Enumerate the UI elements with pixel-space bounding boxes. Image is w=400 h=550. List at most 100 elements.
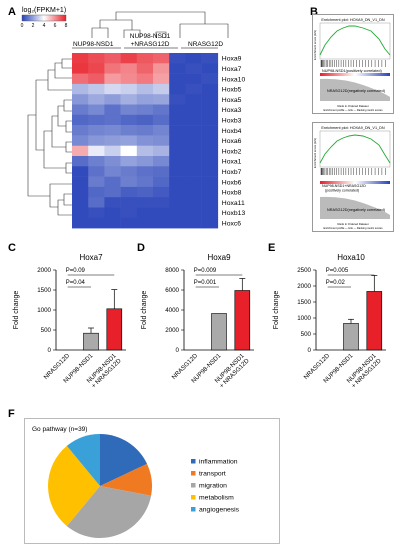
legend-swatch	[191, 507, 196, 512]
heatmap-cell	[201, 53, 219, 64]
heatmap-cell	[185, 53, 202, 64]
heatmap-cell	[136, 114, 154, 126]
heatmap-cell	[88, 207, 105, 219]
heatmap-cell	[153, 145, 170, 157]
heatmap-cell	[72, 156, 89, 167]
y-tick-label: 8000	[165, 267, 179, 274]
heatmap-cell	[136, 197, 154, 208]
bar-chart-title: Hoxa10	[337, 253, 365, 262]
heatmap-cell	[169, 176, 186, 188]
gene-label: Hoxa11	[222, 200, 245, 207]
heatmap-cell	[153, 125, 170, 136]
heatmap-cell	[72, 63, 89, 74]
heatmap-cell	[120, 207, 138, 219]
legend-label: angiogenesis	[199, 507, 240, 514]
heatmap-cell	[169, 53, 186, 64]
heatmap-cell	[72, 73, 89, 85]
bar	[343, 323, 359, 351]
go-pathway-box: Go pathway (n=39) inflammation transport mi…	[24, 418, 280, 544]
heatmap-cell	[88, 63, 105, 74]
gsea-xlabel-2: Rank in Ordered Dataset	[338, 222, 369, 226]
panel-e-label: E	[268, 242, 276, 254]
heatmap-cell	[185, 125, 202, 136]
scale-tick-label: 2	[32, 23, 35, 29]
heatmap-cell	[104, 145, 121, 157]
heatmap-cell	[185, 104, 202, 116]
heatmap-cell	[185, 114, 202, 126]
heatmap-cell	[88, 94, 105, 105]
heatmap-cell	[169, 186, 186, 198]
heatmap-cell	[120, 217, 138, 229]
heatmap-cell	[185, 207, 202, 219]
pie-slice-angiogenesis	[66, 434, 100, 486]
heatmap-cell	[185, 197, 202, 208]
scale-tick-label: 6	[54, 23, 57, 29]
legend-swatch	[191, 483, 196, 488]
heatmap-cell	[120, 125, 138, 136]
heatmap-cell	[201, 114, 219, 126]
gene-label: Hoxb2	[222, 148, 242, 155]
heatmap-cell	[201, 73, 219, 85]
bar	[234, 290, 251, 351]
heatmap-cell	[104, 186, 121, 198]
heatmap-cell	[136, 73, 154, 85]
panel-d-label: D	[137, 242, 145, 254]
heatmap-cell	[104, 104, 121, 116]
gene-label: Hoxb6	[222, 179, 242, 186]
p-value-annotation: P=0.04	[66, 280, 86, 286]
heatmap-cell	[136, 94, 154, 105]
heatmap-cell	[136, 176, 154, 188]
gene-label: Hoxb5	[222, 87, 242, 94]
heatmap-cell	[201, 166, 219, 177]
y-tick-label: 1000	[37, 307, 51, 314]
heatmap-cell	[104, 125, 121, 136]
heatmap-cell	[104, 197, 121, 208]
heatmap-cell	[72, 94, 89, 105]
heatmap-cell	[153, 73, 170, 85]
heatmap-cell	[185, 145, 202, 157]
gsea-legend-2: Enrichment profile — Hits — Ranking metr…	[323, 226, 383, 230]
heatmap-cell	[136, 186, 154, 198]
heatmap-cell	[88, 186, 105, 198]
legend-label: transport	[199, 471, 226, 478]
heatmap-cell	[88, 217, 105, 229]
panel-b-label: B	[310, 6, 318, 18]
bar	[211, 313, 227, 351]
color-scale-bar	[21, 14, 67, 22]
y-tick-label: 2000	[37, 267, 51, 274]
heatmap-cell	[72, 197, 89, 208]
y-tick-label: 4000	[165, 307, 179, 314]
p-value-annotation: P=0.09	[66, 268, 86, 274]
heatmap-cell	[72, 145, 89, 157]
heatmap-cell	[136, 63, 154, 74]
y-tick-label: 0	[308, 347, 312, 354]
heatmap-cell	[169, 197, 186, 208]
heatmap-cell	[201, 217, 219, 229]
heatmap-cell	[104, 53, 121, 64]
bar-chart-title: Hoxa9	[207, 253, 231, 262]
gsea-ylabel-2: Enrichment score (ES)	[313, 138, 317, 168]
heatmap-cell	[120, 104, 138, 116]
heatmap-cell	[120, 166, 138, 177]
heatmap-cell	[120, 94, 138, 105]
heatmap-cell	[136, 135, 154, 146]
pie-chart-title: Go pathway (n=39)	[32, 426, 87, 433]
gsea-title-2: Enrichment plot: HOXA9_DN_V1_DN	[321, 126, 385, 130]
heatmap-cell	[104, 114, 121, 126]
p-value-annotation: P=0.009	[194, 268, 217, 274]
hox-heatmap: log₂(FPKM+1) 0 2 4 6 8 NUP98-NSD1 NUP98-NSD1…	[21, 7, 245, 229]
heatmap-cell	[120, 156, 138, 167]
heatmap-cell	[136, 53, 154, 64]
legend-label: metabolism	[199, 495, 234, 502]
bar-chart-ylabel: Fold change	[273, 291, 280, 330]
heatmap-cell	[72, 53, 89, 64]
y-tick-label: 6000	[165, 287, 179, 294]
heatmap-cell	[201, 207, 219, 219]
scale-tick-label: 8	[65, 23, 68, 29]
bar-chart-title: Hoxa7	[79, 253, 103, 262]
y-tick-label: 2500	[297, 267, 311, 274]
heatmap-cell	[88, 166, 105, 177]
heatmap-cell	[72, 114, 89, 126]
heatmap-cell	[169, 145, 186, 157]
